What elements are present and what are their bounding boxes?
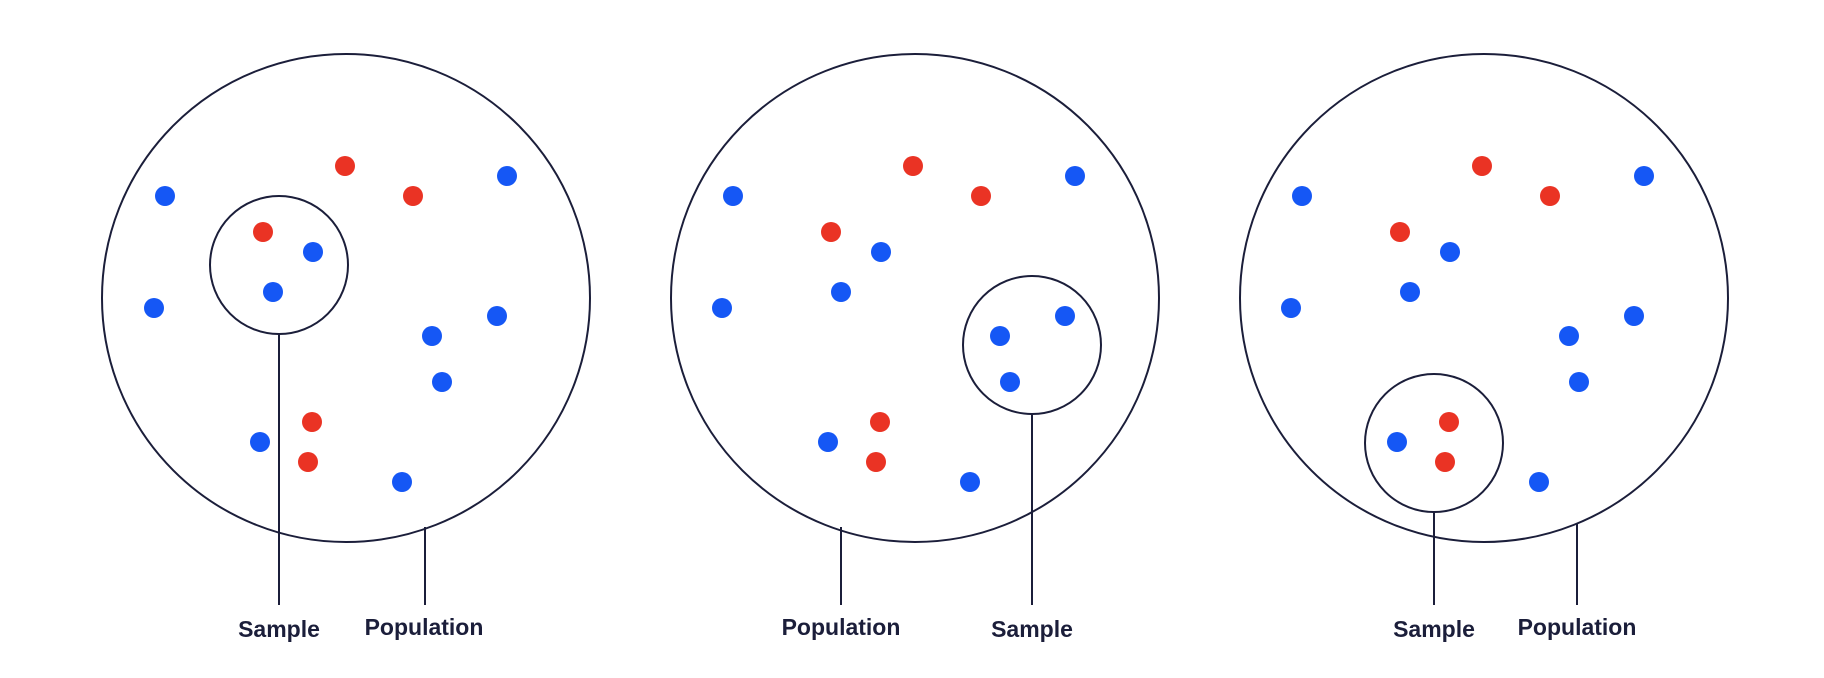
dot-blue: [263, 282, 283, 302]
dot-blue: [960, 472, 980, 492]
population-circle: [1239, 53, 1729, 543]
sample-circle: [209, 195, 349, 335]
dot-blue: [818, 432, 838, 452]
dot-red: [253, 222, 273, 242]
dots: [712, 156, 1085, 492]
population-circle: [670, 53, 1160, 543]
dot-blue: [1387, 432, 1407, 452]
dot-red: [1540, 186, 1560, 206]
sample-circle: [962, 275, 1102, 415]
dot-red: [870, 412, 890, 432]
dot-blue: [1529, 472, 1549, 492]
dot-blue: [487, 306, 507, 326]
dot-blue: [1569, 372, 1589, 392]
dot-blue: [1055, 306, 1075, 326]
dot-blue: [422, 326, 442, 346]
population-circle: [101, 53, 591, 543]
sample-label: Sample: [991, 616, 1073, 642]
dot-blue: [1559, 326, 1579, 346]
dot-red: [821, 222, 841, 242]
dot-red: [1435, 452, 1455, 472]
dot-blue: [1624, 306, 1644, 326]
dot-red: [403, 186, 423, 206]
dot-red: [1439, 412, 1459, 432]
sample-label: Sample: [1393, 616, 1475, 642]
dot-red: [335, 156, 355, 176]
dot-blue: [1292, 186, 1312, 206]
dot-red: [298, 452, 318, 472]
dot-blue: [1634, 166, 1654, 186]
dot-blue: [1281, 298, 1301, 318]
dot-red: [1472, 156, 1492, 176]
panel-1: Sample Population: [101, 53, 591, 642]
dots: [1281, 156, 1654, 492]
dot-blue: [144, 298, 164, 318]
dot-blue: [723, 186, 743, 206]
sample-label: Sample: [238, 616, 320, 642]
dot-blue: [250, 432, 270, 452]
dot-blue: [990, 326, 1010, 346]
dot-blue: [712, 298, 732, 318]
population-label: Population: [365, 614, 484, 640]
panel-3: Sample Population: [1239, 53, 1729, 642]
dot-blue: [497, 166, 517, 186]
dot-red: [903, 156, 923, 176]
dot-blue: [392, 472, 412, 492]
dot-blue: [831, 282, 851, 302]
dot-blue: [155, 186, 175, 206]
dot-blue: [1440, 242, 1460, 262]
dot-blue: [871, 242, 891, 262]
dot-red: [1390, 222, 1410, 242]
dot-red: [971, 186, 991, 206]
dot-red: [302, 412, 322, 432]
dot-blue: [1065, 166, 1085, 186]
dot-red: [866, 452, 886, 472]
dot-blue: [1000, 372, 1020, 392]
dots: [144, 156, 517, 492]
dot-blue: [432, 372, 452, 392]
dot-blue: [303, 242, 323, 262]
sample-circle: [1364, 373, 1504, 513]
population-label: Population: [1518, 614, 1637, 640]
panel-2: Population Sample: [670, 53, 1160, 642]
population-label: Population: [782, 614, 901, 640]
dot-blue: [1400, 282, 1420, 302]
